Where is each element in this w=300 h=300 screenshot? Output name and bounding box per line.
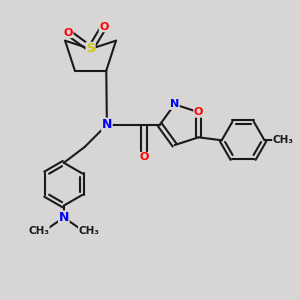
Text: O: O [64,28,73,38]
Text: CH₃: CH₃ [79,226,100,236]
Text: N: N [102,118,112,131]
Text: O: O [140,152,149,162]
Text: CH₃: CH₃ [273,135,294,145]
Text: S: S [86,42,95,56]
Text: N: N [170,99,179,110]
Text: O: O [194,107,203,117]
Text: O: O [99,22,109,32]
Text: CH₃: CH₃ [28,226,49,236]
Text: N: N [58,211,69,224]
